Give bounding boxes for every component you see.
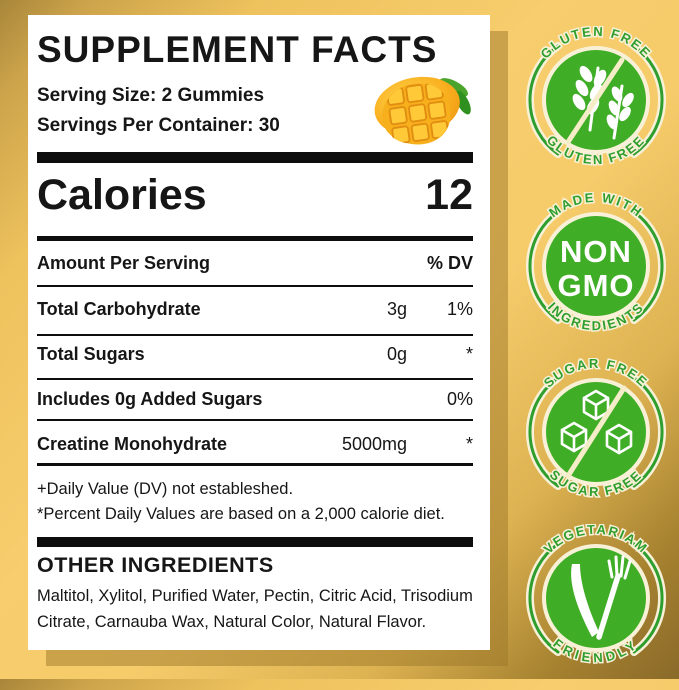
nutrient-row: Creatine Monohydrate 5000mg * <box>37 434 473 455</box>
nutrient-row: Total Carbohydrate 3g 1% <box>37 299 473 320</box>
nutrient-amount: 3g <box>386 299 407 319</box>
svg-text:NON: NON <box>560 234 632 269</box>
percent-dv-header: % DV <box>426 253 473 273</box>
nutrient-name: Total Carbohydrate <box>37 299 201 319</box>
nutrient-row: Includes 0g Added Sugars 0% <box>37 389 473 410</box>
knife-fork-v-icon <box>571 555 632 640</box>
divider-thin <box>37 285 473 287</box>
table-header: Amount Per Serving % DV <box>37 253 473 274</box>
nutrient-row: Total Sugars 0g * <box>37 344 473 365</box>
mango-icon <box>374 76 471 145</box>
supplement-facts-panel: SUPPLEMENT FACTS Serving Size: 2 Gummies… <box>28 15 490 650</box>
badge-column: GLUTEN FREE GLUTEN FREE <box>522 22 670 690</box>
sugar-cubes-crossed-icon <box>560 385 633 479</box>
calories-value: 12 <box>425 171 473 219</box>
divider-thin <box>37 334 473 336</box>
nutrient-name: Includes 0g Added Sugars <box>37 389 263 409</box>
calories-row: Calories 12 <box>37 171 473 220</box>
svg-text:GMO: GMO <box>557 268 634 303</box>
nutrient-dv: 0% <box>446 389 473 409</box>
nutrient-dv: 1% <box>446 299 473 319</box>
calories-label: Calories <box>37 171 207 219</box>
vegetarian-friendly-badge: VEGETARIAM FRIENDLY <box>526 520 666 667</box>
nutrient-amount: 0g <box>386 344 407 364</box>
nutrient-amount: 5000mg <box>341 434 407 454</box>
divider-thin <box>37 419 473 421</box>
divider-thick-bottom <box>37 537 473 547</box>
servings-per-container: Servings Per Container: 30 <box>37 115 280 136</box>
panel-title: SUPPLEMENT FACTS <box>37 29 438 70</box>
divider-thin <box>37 378 473 380</box>
amount-per-serving-header: Amount Per Serving <box>37 253 211 273</box>
gluten-free-badge: GLUTEN FREE GLUTEN FREE <box>526 22 666 169</box>
nutrient-dv: * <box>465 344 473 364</box>
non-gmo-badge: MADE WITH INGREDIENTS NON GMO <box>526 188 666 335</box>
other-ingredients-title: OTHER INGREDIENTS <box>37 553 274 577</box>
sugar-free-badge: SUGAR FREE SUGAR FREE <box>526 354 666 501</box>
divider-medium <box>37 236 473 241</box>
nutrient-name: Creatine Monohydrate <box>37 434 228 454</box>
nutrient-dv: * <box>465 434 473 454</box>
other-ingredients-text: Maltitol, Xylitol, Purified Water, Pecti… <box>37 587 473 631</box>
divider-thin <box>37 463 473 466</box>
nutrient-name: Total Sugars <box>37 344 145 364</box>
wheat-crossed-icon <box>565 57 634 145</box>
non-gmo-text: NON GMO <box>557 234 634 303</box>
serving-info: Serving Size: 2 Gummies Servings Per Con… <box>37 81 473 141</box>
serving-size: Serving Size: 2 Gummies <box>37 85 265 106</box>
divider-thick-top <box>37 152 473 163</box>
footnote-dv: +Daily Value (DV) not estableshed. <box>37 480 294 498</box>
footnote-percent: *Percent Daily Values are based on a 2,0… <box>37 505 445 523</box>
